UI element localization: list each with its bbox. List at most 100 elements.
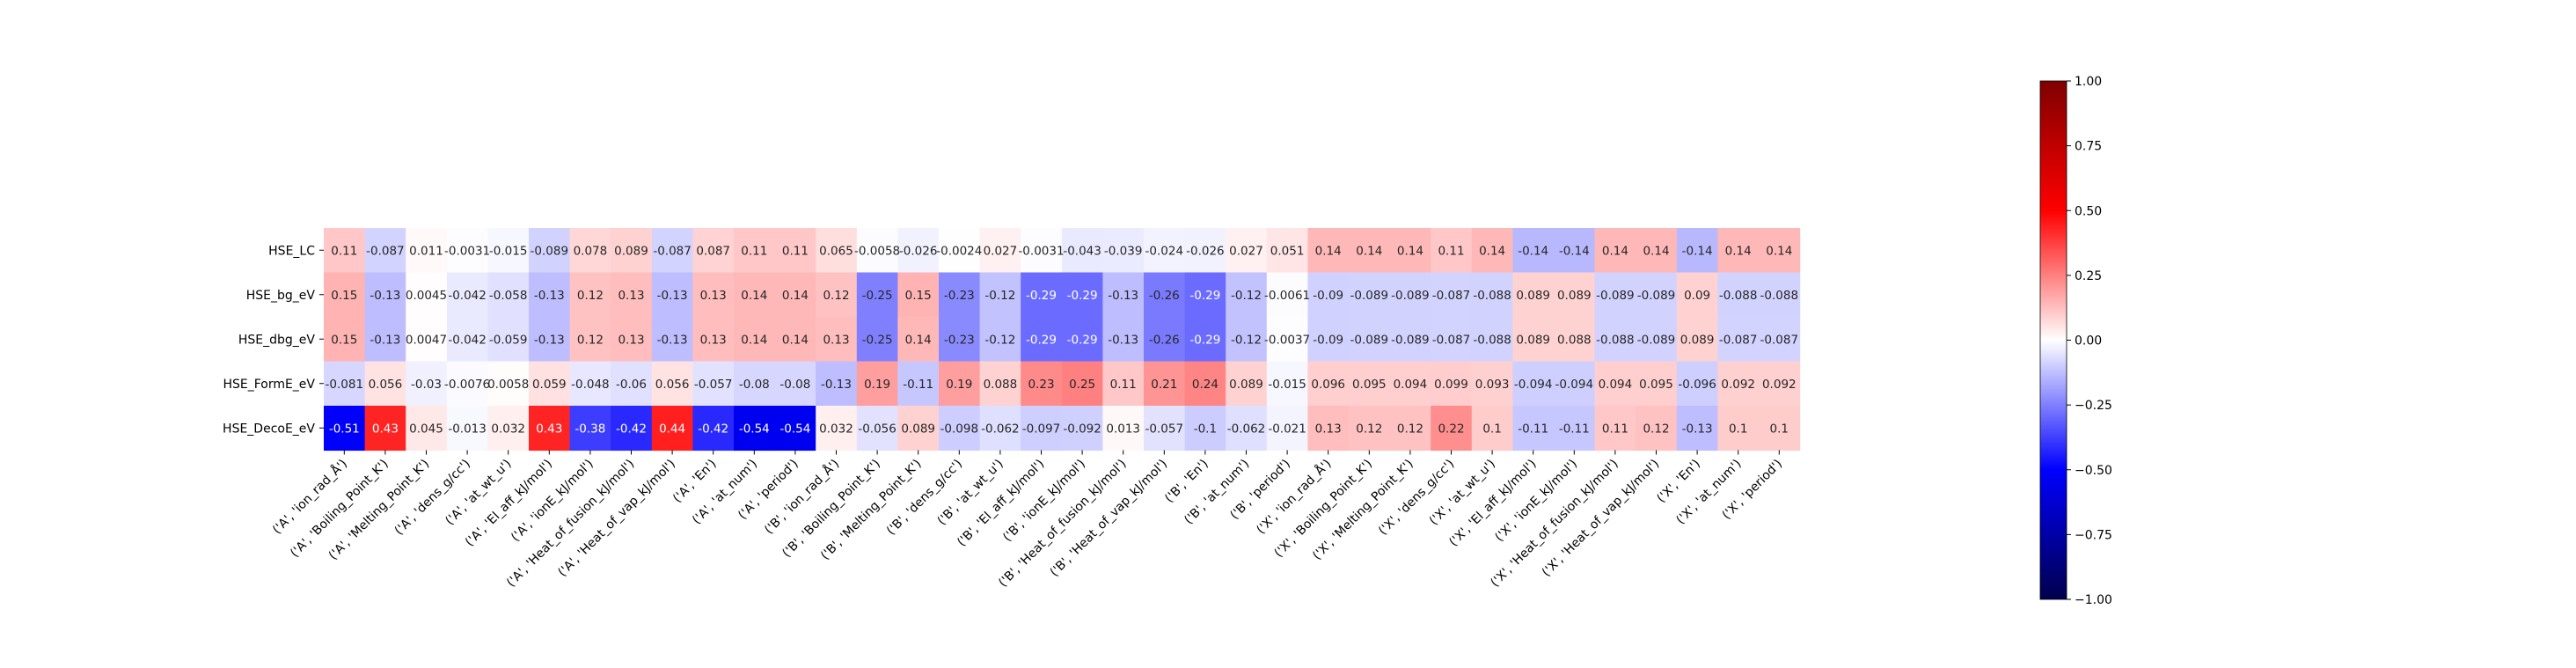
heatmap-cell	[1554, 361, 1596, 407]
y-tick-label: HSE_FormE_eV	[223, 378, 315, 392]
heatmap-cell	[1184, 272, 1226, 318]
heatmap-cell	[1266, 272, 1308, 318]
heatmap-cell	[1144, 406, 1186, 451]
y-axis-tick-labels: HSE_LC HSE_bg_eV HSE_dbg_eV HSE_FormE_eV HSE…	[223, 244, 324, 436]
heatmap-cell	[897, 228, 940, 274]
cell-value-label: -0.09	[1313, 333, 1343, 347]
heatmap-cell	[816, 361, 858, 407]
cell-value-label: 0.14	[1602, 244, 1628, 258]
cell-value-label: 0.027	[984, 244, 1018, 258]
heatmap-cell	[1226, 317, 1268, 363]
cell-value-label: 0.11	[1438, 244, 1464, 258]
cell-value-label: 0.094	[1394, 378, 1428, 392]
heatmap-cell	[1636, 406, 1678, 451]
heatmap-cell	[611, 317, 653, 363]
cell-value-label: -0.088	[1596, 333, 1635, 347]
cell-value-label: -0.043	[1063, 244, 1101, 258]
heatmap-cell	[529, 272, 571, 318]
cell-value-label: -0.042	[448, 333, 487, 347]
cell-value-label: -0.29	[1189, 289, 1220, 303]
cell-value-label: -0.088	[1760, 289, 1799, 303]
heatmap-cell	[364, 272, 406, 318]
heatmap-cell	[1389, 272, 1431, 318]
cell-value-label: -0.092	[1063, 422, 1101, 436]
heatmap-cell	[1717, 361, 1760, 407]
heatmap-cell	[324, 361, 366, 407]
cell-value-label: -0.11	[1559, 422, 1590, 436]
heatmap-cell	[856, 406, 898, 451]
cell-value-label: -0.089	[531, 244, 569, 258]
cell-value-label: -0.088	[1719, 289, 1758, 303]
heatmap-cell	[1594, 228, 1636, 274]
heatmap-cell	[1061, 272, 1103, 318]
heatmap-cell	[1349, 406, 1391, 451]
cell-value-label: 0.14	[782, 333, 809, 347]
cell-value-label: -0.08	[779, 378, 810, 392]
cell-value-label: 0.12	[577, 289, 604, 303]
heatmap-cell	[1431, 361, 1473, 407]
colorbar-tick-label: −0.50	[2075, 464, 2112, 478]
cell-value-label: 0.078	[574, 244, 608, 258]
heatmap-cell	[1594, 406, 1636, 451]
heatmap-cell	[1554, 228, 1596, 274]
cell-value-label: 0.013	[1106, 422, 1140, 436]
heatmap-cell	[1676, 317, 1718, 363]
cell-value-label: -0.12	[984, 289, 1015, 303]
cell-value-label: -0.51	[329, 422, 360, 436]
heatmap-cell	[651, 272, 693, 318]
cell-value-label: 0.089	[1680, 333, 1715, 347]
x-tick-label: ('A', 'dens_g/cc')	[392, 457, 473, 538]
heatmap-cell	[1307, 228, 1350, 274]
cell-value-label: 0.092	[1721, 378, 1755, 392]
cell-value-label: 0.15	[331, 333, 357, 347]
cell-value-label: 0.094	[1599, 378, 1633, 392]
heatmap-cell	[364, 317, 406, 363]
cell-value-label: -0.26	[1149, 289, 1180, 303]
cell-value-label: 0.087	[696, 244, 730, 258]
cell-value-label: -0.13	[370, 333, 400, 347]
colorbar	[2039, 80, 2067, 600]
cell-value-label: 0.1	[1482, 422, 1501, 436]
cell-value-label: -0.0061	[1264, 289, 1310, 303]
heatmap-cell	[1431, 228, 1473, 274]
heatmap-cell	[1594, 317, 1636, 363]
cell-value-label: 0.14	[1725, 244, 1752, 258]
heatmap-cell	[692, 406, 735, 451]
heatmap-cell	[364, 228, 406, 274]
cell-value-label: 0.21	[1151, 378, 1177, 392]
cell-value-label: 0.089	[1229, 378, 1263, 392]
cell-value-label: 0.13	[700, 333, 727, 347]
heatmap-cell	[979, 317, 1021, 363]
heatmap-cell	[1184, 317, 1226, 363]
heatmap-cell	[651, 228, 693, 274]
heatmap-cell	[1389, 361, 1431, 407]
heatmap-cell	[406, 272, 448, 318]
heatmap-cell	[529, 361, 571, 407]
cell-value-label: 0.1	[1729, 422, 1747, 436]
heatmap-cell	[1636, 317, 1678, 363]
heatmap-cell	[1759, 406, 1801, 451]
cell-value-label: -0.25	[862, 333, 893, 347]
heatmap-cell	[1102, 317, 1145, 363]
heatmap-cell	[1061, 317, 1103, 363]
heatmap-cells	[324, 228, 1801, 451]
cell-value-label: 0.1	[1770, 422, 1789, 436]
heatmap-cell	[1102, 361, 1145, 407]
colorbar-tick-label: 0.75	[2075, 140, 2102, 154]
heatmap-cell	[774, 228, 816, 274]
heatmap-cell	[1554, 272, 1596, 318]
heatmap-cell	[1512, 361, 1555, 407]
cell-value-label: -0.087	[1432, 289, 1471, 303]
cell-value-label: -0.024	[1145, 244, 1184, 258]
heatmap-cell	[1512, 317, 1555, 363]
cell-value-label: 0.15	[905, 289, 932, 303]
heatmap-cell	[487, 228, 530, 274]
colorbar-ticks: 1.00 0.75 0.50 0.25 0.00 −0.25 −0.50 −0.75 −1.00	[2067, 75, 2112, 607]
heatmap-cell	[1676, 228, 1718, 274]
cell-value-label: 0.11	[1602, 422, 1628, 436]
cell-value-label: 0.14	[741, 289, 767, 303]
cell-value-label: 0.09	[1684, 289, 1710, 303]
heatmap-cell	[569, 228, 611, 274]
cell-value-label: 0.11	[1110, 378, 1137, 392]
cell-value-label: 0.22	[1438, 422, 1464, 436]
